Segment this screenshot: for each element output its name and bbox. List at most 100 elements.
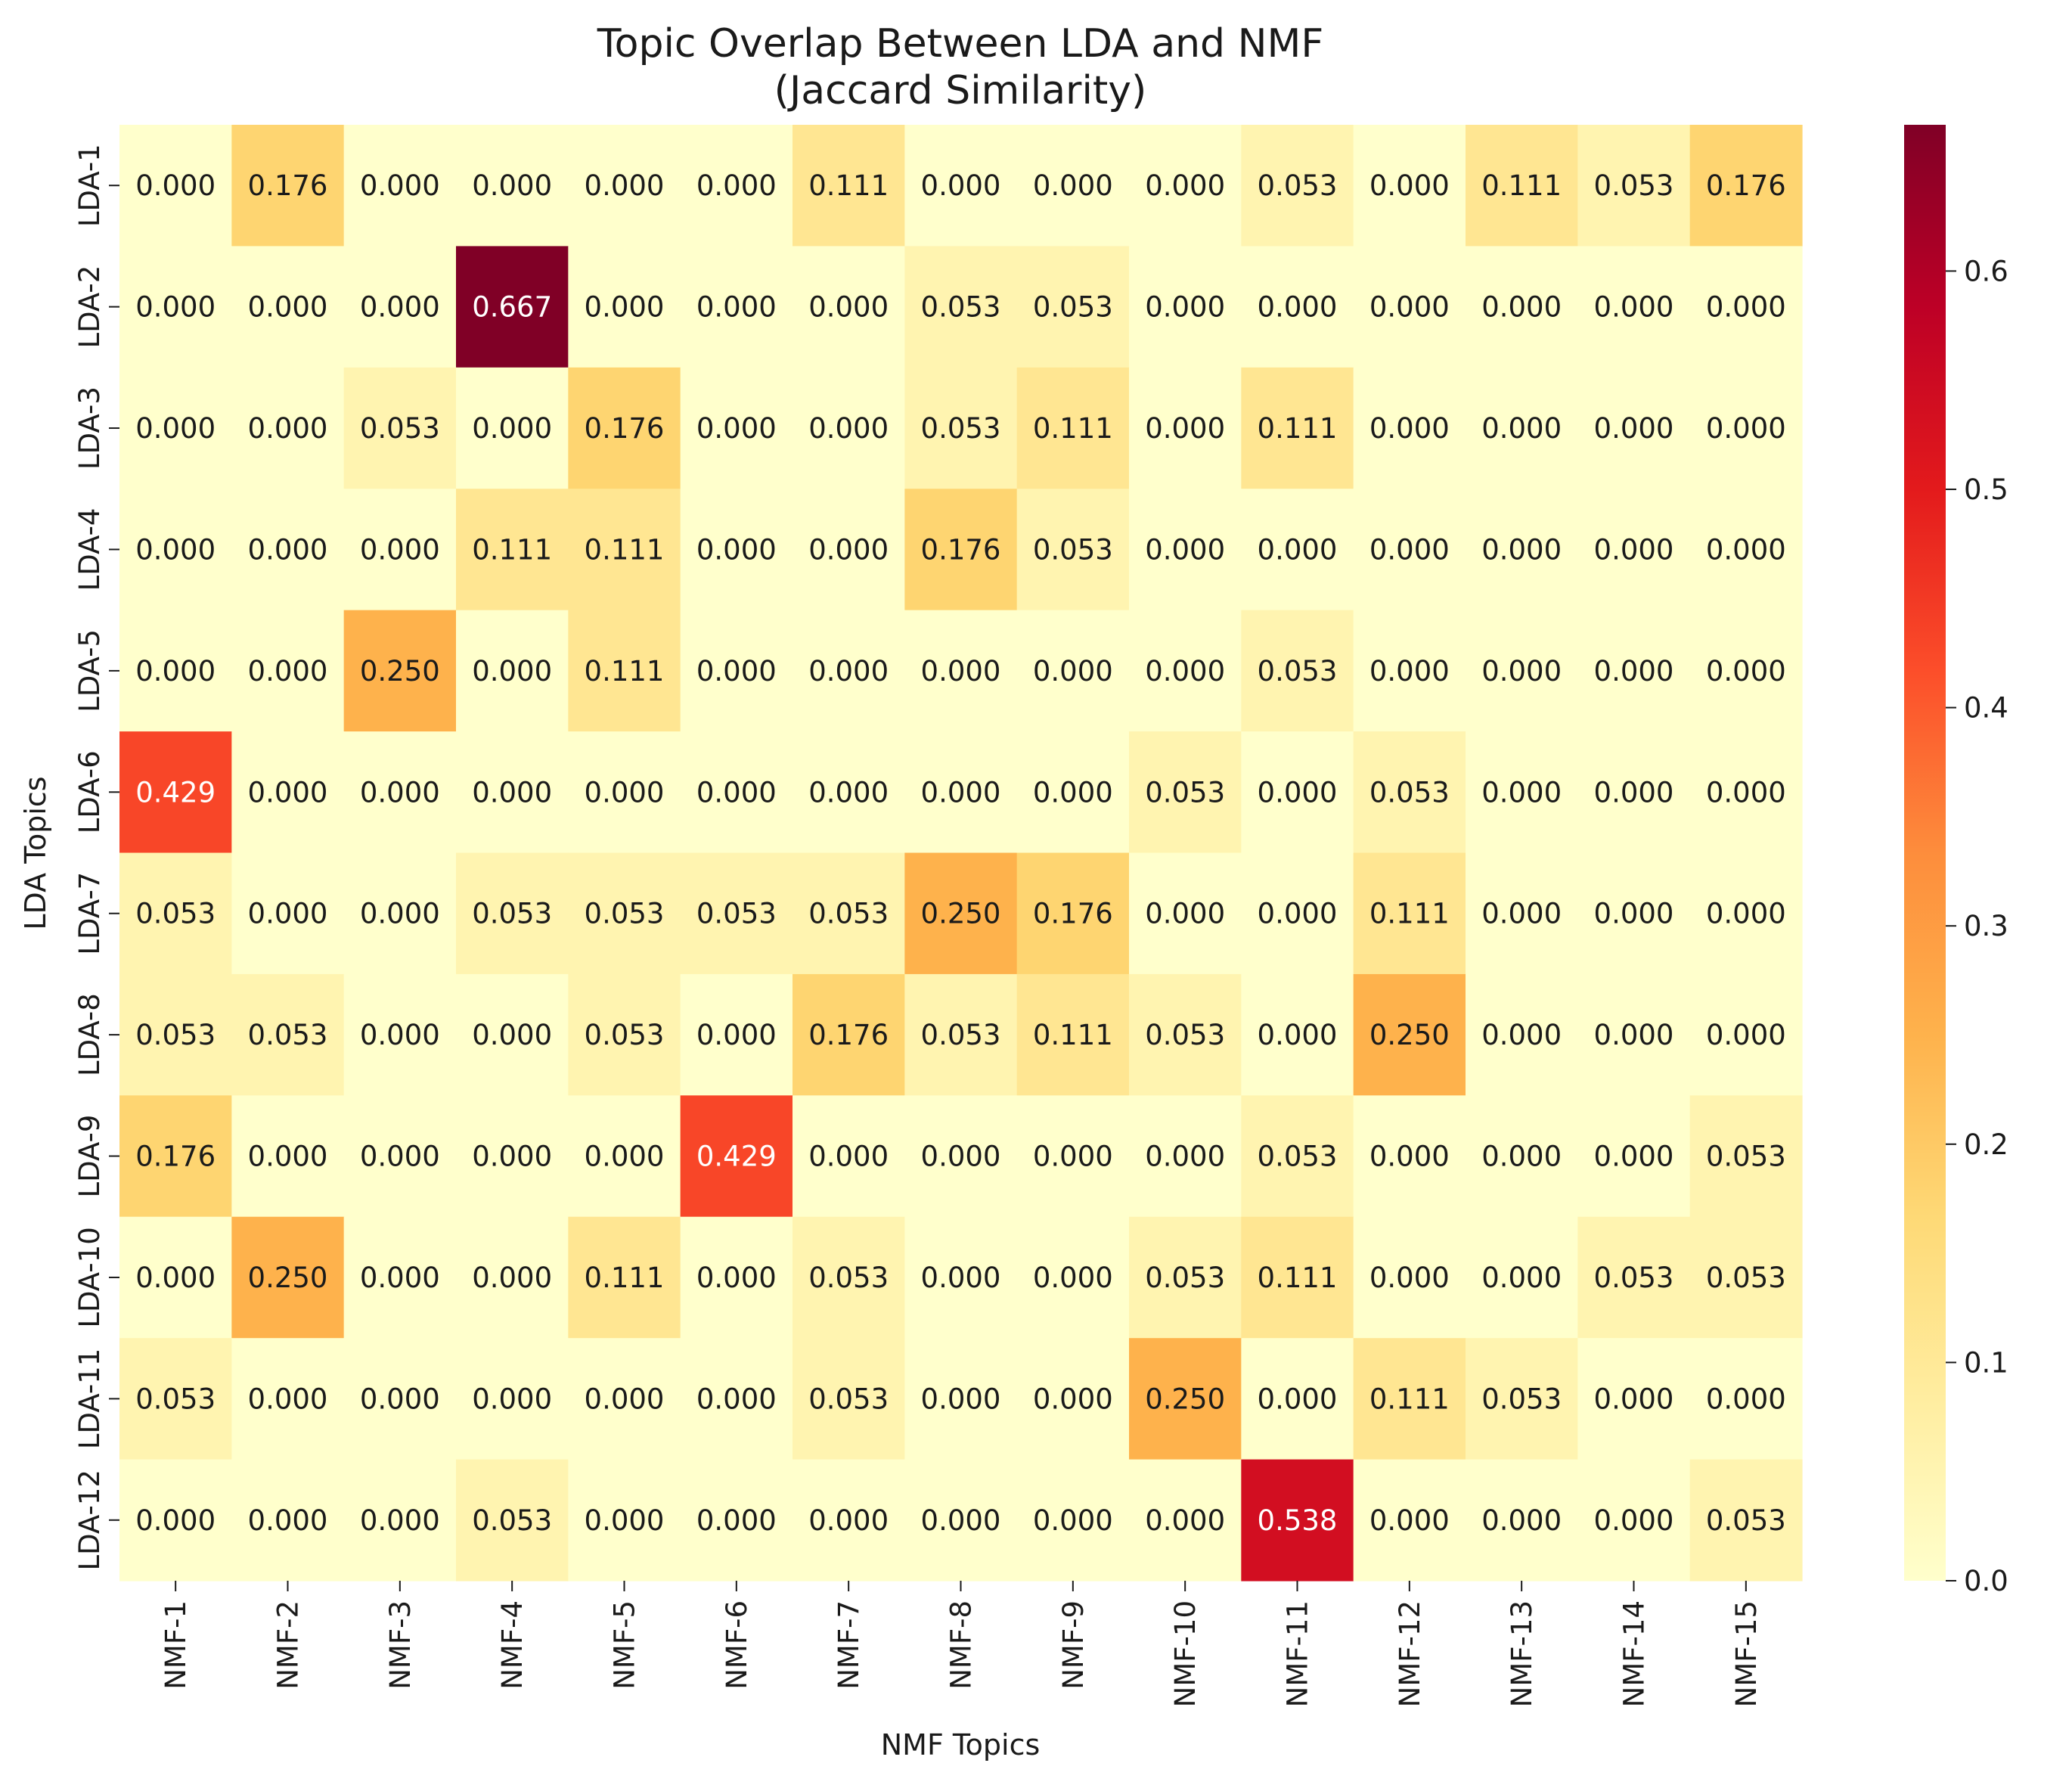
cell-lda-5-nmf-5 [568, 610, 681, 732]
cell-label-lda-7-nmf-13: 0.000 [1481, 898, 1562, 930]
cell-label-lda-2-nmf-12: 0.000 [1369, 291, 1450, 324]
y-tick-label-lda-8: LDA-8 [73, 993, 106, 1076]
cell-lda-5-nmf-11 [1241, 610, 1354, 732]
cell-label-lda-2-nmf-3: 0.000 [360, 291, 440, 324]
cell-lda-8-nmf-15 [1689, 973, 1803, 1096]
cell-lda-6-nmf-2 [231, 731, 345, 854]
cell-label-lda-7-nmf-15: 0.000 [1706, 898, 1786, 930]
cell-label-lda-9-nmf-9: 0.000 [1033, 1141, 1113, 1173]
cell-lda-11-nmf-10 [1129, 1338, 1242, 1460]
cell-lda-5-nmf-1 [119, 610, 232, 732]
cell-lda-1-nmf-11 [1241, 125, 1354, 247]
chart-title-line-1: Topic Overlap Between LDA and NMF [597, 21, 1324, 67]
cell-label-lda-9-nmf-4: 0.000 [472, 1141, 552, 1173]
cell-label-lda-2-nmf-11: 0.000 [1258, 291, 1338, 324]
cell-lda-6-nmf-15 [1689, 731, 1803, 854]
cell-label-lda-11-nmf-5: 0.000 [585, 1383, 665, 1415]
cell-lda-12-nmf-3 [343, 1459, 457, 1581]
cell-label-lda-6-nmf-13: 0.000 [1481, 776, 1562, 809]
x-tick-label-nmf-5: NMF-5 [609, 1600, 641, 1690]
cell-label-lda-1-nmf-9: 0.000 [1033, 169, 1113, 202]
cell-lda-1-nmf-6 [680, 125, 793, 247]
cell-lda-7-nmf-1 [119, 852, 232, 975]
cell-label-lda-12-nmf-1: 0.000 [135, 1504, 216, 1537]
cell-lda-1-nmf-3 [343, 125, 457, 247]
cell-lda-2-nmf-10 [1129, 246, 1242, 368]
cell-lda-2-nmf-8 [904, 246, 1018, 368]
cell-label-lda-9-nmf-10: 0.000 [1145, 1141, 1225, 1173]
cell-label-lda-7-nmf-7: 0.053 [808, 898, 889, 930]
cell-lda-6-nmf-12 [1353, 731, 1466, 854]
cell-label-lda-7-nmf-6: 0.053 [696, 898, 777, 930]
cell-lda-6-nmf-5 [568, 731, 681, 854]
cell-label-lda-6-nmf-7: 0.000 [808, 776, 889, 809]
cell-label-lda-7-nmf-11: 0.000 [1258, 898, 1338, 930]
colorbar-tick-label: 0.3 [1964, 910, 2008, 942]
cell-lda-4-nmf-9 [1016, 489, 1130, 611]
cell-label-lda-4-nmf-1: 0.000 [135, 533, 216, 566]
cell-lda-7-nmf-8 [904, 852, 1018, 975]
y-tick-label-lda-12: LDA-12 [73, 1470, 106, 1570]
cell-lda-4-nmf-1 [119, 489, 232, 611]
cell-lda-4-nmf-2 [231, 489, 345, 611]
colorbar-ticks: 0.0 0.1 0.2 0.3 0.4 0.5 0.6 [1946, 255, 2008, 1597]
cell-label-lda-6-nmf-10: 0.053 [1145, 776, 1225, 809]
cell-label-lda-6-nmf-1: 0.429 [135, 776, 216, 809]
cell-label-lda-5-nmf-13: 0.000 [1481, 655, 1562, 688]
cell-lda-7-nmf-13 [1466, 852, 1578, 975]
cell-lda-8-nmf-3 [343, 973, 457, 1096]
x-tick-label-nmf-1: NMF-1 [160, 1600, 192, 1690]
cell-label-lda-5-nmf-6: 0.000 [696, 655, 777, 688]
cell-label-lda-11-nmf-15: 0.000 [1706, 1383, 1786, 1415]
x-tick-label-nmf-3: NMF-3 [384, 1600, 417, 1690]
cell-lda-9-nmf-7 [793, 1095, 905, 1218]
cell-lda-7-nmf-15 [1689, 852, 1803, 975]
cell-lda-3-nmf-10 [1129, 367, 1242, 489]
cell-label-lda-12-nmf-7: 0.000 [808, 1504, 889, 1537]
cell-lda-1-nmf-7 [793, 125, 905, 247]
cell-lda-9-nmf-14 [1577, 1095, 1691, 1218]
cell-lda-7-nmf-2 [231, 852, 345, 975]
cell-label-lda-11-nmf-6: 0.000 [696, 1383, 777, 1415]
cell-lda-1-nmf-1 [119, 125, 232, 247]
cell-lda-3-nmf-1 [119, 367, 232, 489]
cell-label-lda-3-nmf-10: 0.000 [1145, 412, 1225, 445]
cell-lda-3-nmf-11 [1241, 367, 1354, 489]
cell-lda-5-nmf-9 [1016, 610, 1130, 732]
x-tick-label-nmf-14: NMF-14 [1618, 1600, 1651, 1707]
cell-label-lda-6-nmf-8: 0.000 [921, 776, 1001, 809]
cell-lda-11-nmf-7 [793, 1338, 905, 1460]
cell-lda-1-nmf-14 [1577, 125, 1691, 247]
cell-label-lda-12-nmf-9: 0.000 [1033, 1504, 1113, 1537]
cell-label-lda-3-nmf-14: 0.000 [1594, 412, 1674, 445]
cell-label-lda-9-nmf-2: 0.000 [248, 1141, 328, 1173]
cell-lda-3-nmf-12 [1353, 367, 1466, 489]
cell-label-lda-10-nmf-7: 0.053 [808, 1262, 889, 1294]
cell-label-lda-4-nmf-9: 0.053 [1033, 533, 1113, 566]
cell-lda-10-nmf-10 [1129, 1216, 1242, 1339]
x-tick-label-nmf-7: NMF-7 [833, 1600, 865, 1690]
cell-lda-8-nmf-7 [793, 973, 905, 1096]
cell-lda-4-nmf-3 [343, 489, 457, 611]
cell-lda-4-nmf-15 [1689, 489, 1803, 611]
cell-label-lda-6-nmf-14: 0.000 [1594, 776, 1674, 809]
cell-lda-4-nmf-4 [456, 489, 569, 611]
cell-lda-9-nmf-4 [456, 1095, 569, 1218]
cell-lda-9-nmf-10 [1129, 1095, 1242, 1218]
cell-label-lda-4-nmf-8: 0.176 [921, 533, 1001, 566]
colorbar-tick-label: 0.2 [1964, 1128, 2008, 1161]
cell-lda-10-nmf-15 [1689, 1216, 1803, 1339]
cell-label-lda-1-nmf-3: 0.000 [360, 169, 440, 202]
cell-label-lda-10-nmf-3: 0.000 [360, 1262, 440, 1294]
colorbar-tick-label: 0.1 [1964, 1346, 2008, 1379]
colorbar-tick-label: 0.0 [1964, 1565, 2008, 1597]
cell-label-lda-12-nmf-8: 0.000 [921, 1504, 1001, 1537]
cell-lda-8-nmf-2 [231, 973, 345, 1096]
cell-lda-8-nmf-4 [456, 973, 569, 1096]
cell-label-lda-7-nmf-10: 0.000 [1145, 898, 1225, 930]
cell-label-lda-1-nmf-14: 0.053 [1594, 169, 1674, 202]
cell-label-lda-5-nmf-10: 0.000 [1145, 655, 1225, 688]
cell-lda-2-nmf-15 [1689, 246, 1803, 368]
cell-label-lda-8-nmf-9: 0.111 [1033, 1019, 1113, 1051]
cell-label-lda-4-nmf-12: 0.000 [1369, 533, 1450, 566]
